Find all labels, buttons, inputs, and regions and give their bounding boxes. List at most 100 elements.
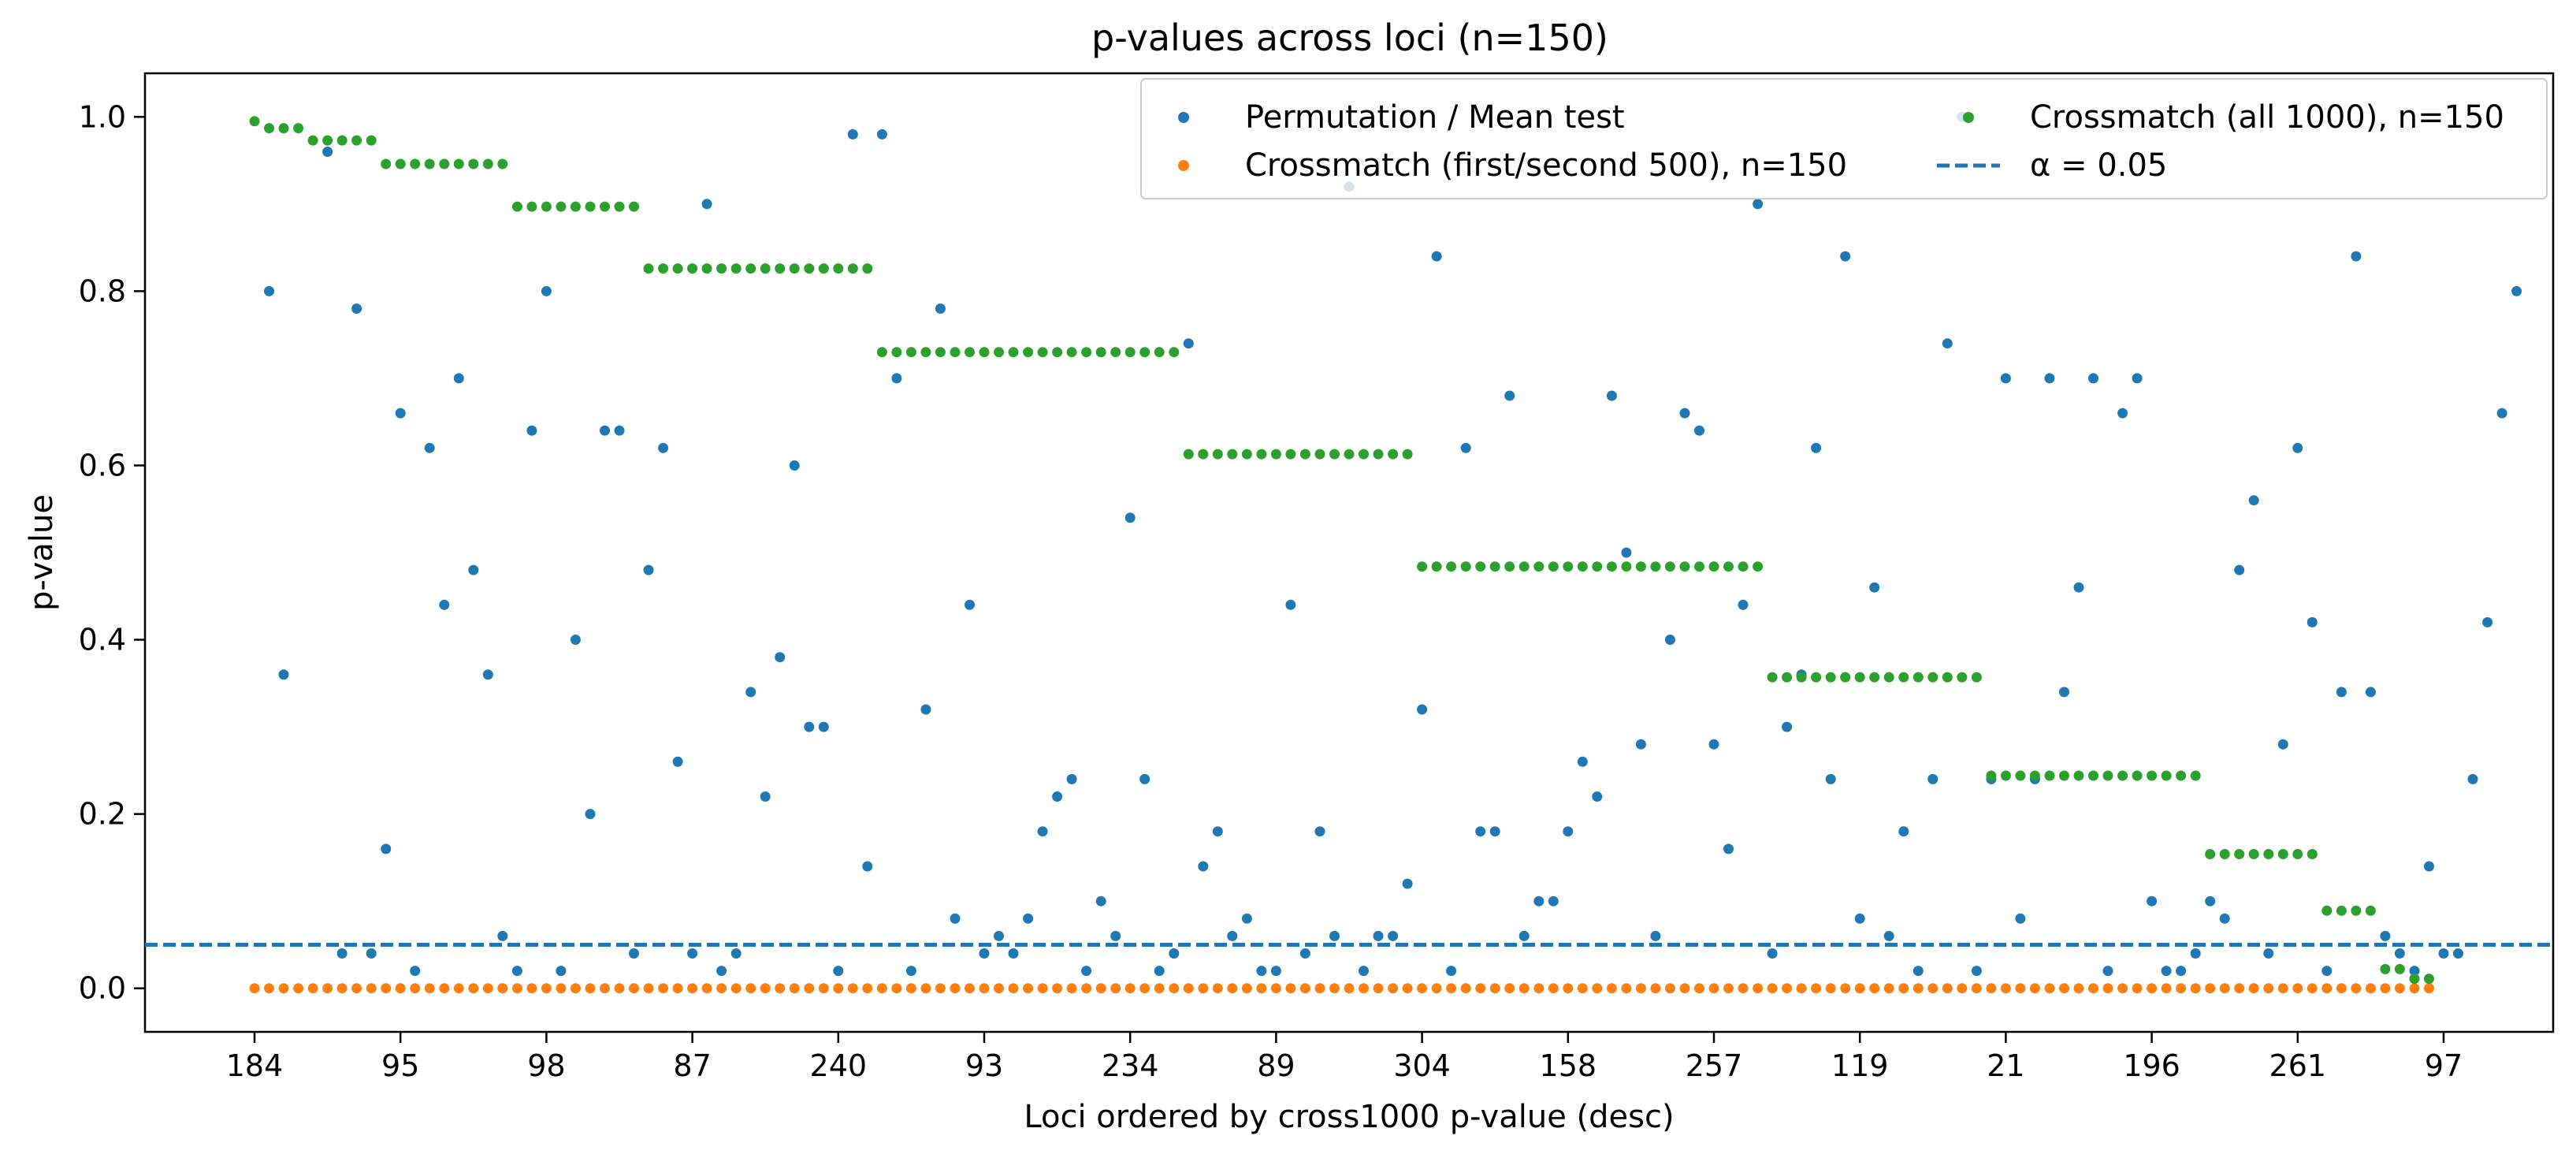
crossmatch-half-point bbox=[1621, 983, 1632, 994]
crossmatch-all-point bbox=[2205, 849, 2216, 859]
permutation-point bbox=[541, 285, 552, 296]
crossmatch-all-point bbox=[789, 263, 800, 274]
permutation-point bbox=[1942, 338, 1953, 349]
x-tick-label: 304 bbox=[1393, 1048, 1451, 1083]
permutation-point bbox=[965, 599, 975, 610]
permutation-point bbox=[1650, 930, 1661, 941]
crossmatch-all-point bbox=[1154, 347, 1165, 358]
crossmatch-half-point bbox=[395, 983, 406, 994]
permutation-point bbox=[891, 373, 902, 384]
crossmatch-half-point bbox=[862, 983, 873, 994]
x-tick-label: 119 bbox=[1831, 1048, 1889, 1083]
crossmatch-half-point bbox=[979, 983, 990, 994]
crossmatch-all-point bbox=[482, 158, 493, 169]
permutation-point bbox=[1285, 599, 1296, 610]
crossmatch-half-point bbox=[760, 983, 771, 994]
permutation-point bbox=[1679, 408, 1690, 419]
crossmatch-half-point bbox=[2321, 983, 2333, 994]
permutation-point bbox=[1373, 930, 1384, 941]
crossmatch-half-point bbox=[2292, 983, 2303, 994]
crossmatch-all-point bbox=[614, 201, 625, 212]
crossmatch-half-point bbox=[1198, 983, 1209, 994]
permutation-point bbox=[570, 635, 581, 645]
crossmatch-half-point bbox=[2059, 983, 2069, 994]
permutation-point bbox=[2409, 966, 2420, 977]
permutation-point bbox=[1782, 721, 1793, 732]
crossmatch-half-point bbox=[2234, 983, 2245, 994]
permutation-point bbox=[789, 460, 800, 471]
permutation-point bbox=[1563, 826, 1574, 837]
crossmatch-half-point bbox=[526, 983, 537, 994]
permutation-point bbox=[482, 669, 493, 680]
crossmatch-half-point bbox=[541, 983, 552, 994]
crossmatch-half-point bbox=[1518, 983, 1530, 994]
permutation-point bbox=[1154, 966, 1165, 977]
crossmatch-all-point bbox=[1738, 561, 1749, 572]
crossmatch-all-point bbox=[366, 135, 377, 146]
permutation-point bbox=[497, 930, 508, 941]
crossmatch-all-point bbox=[468, 158, 479, 169]
crossmatch-half-point bbox=[322, 983, 333, 994]
crossmatch-half-point bbox=[1256, 983, 1267, 994]
permutation-point bbox=[979, 948, 990, 959]
crossmatch-all-point bbox=[264, 123, 274, 134]
crossmatch-half-point bbox=[687, 983, 698, 994]
crossmatch-half-point bbox=[410, 983, 421, 994]
crossmatch-half-point bbox=[716, 983, 727, 994]
crossmatch-half-point bbox=[1489, 983, 1500, 994]
crossmatch-all-point bbox=[511, 201, 522, 212]
permutation-point bbox=[672, 756, 683, 767]
crossmatch-all-point bbox=[2277, 849, 2288, 859]
crossmatch-half-point bbox=[1533, 983, 1544, 994]
permutation-point bbox=[1037, 826, 1048, 837]
crossmatch-half-point bbox=[468, 983, 479, 994]
crossmatch-all-point bbox=[965, 347, 975, 358]
permutation-point bbox=[424, 442, 435, 453]
crossmatch-half-point bbox=[1285, 983, 1296, 994]
crossmatch-all-point bbox=[891, 347, 902, 358]
permutation-point bbox=[2321, 966, 2333, 977]
crossmatch-half-point bbox=[1854, 983, 1865, 994]
permutation-point bbox=[2088, 373, 2098, 384]
y-tick-label: 0.4 bbox=[79, 623, 126, 657]
crossmatch-all-point bbox=[905, 347, 916, 358]
permutation-point bbox=[1971, 966, 1982, 977]
crossmatch-half-point bbox=[1241, 983, 1252, 994]
permutation-point bbox=[439, 599, 450, 610]
permutation-point bbox=[1753, 199, 1764, 210]
permutation-point bbox=[585, 809, 596, 820]
permutation-point bbox=[336, 948, 348, 959]
crossmatch-all-point bbox=[2409, 974, 2420, 985]
crossmatch-half-point bbox=[264, 983, 274, 994]
crossmatch-half-point bbox=[2277, 983, 2288, 994]
permutation-point bbox=[2000, 373, 2011, 384]
crossmatch-all-point bbox=[307, 135, 318, 146]
crossmatch-half-point bbox=[905, 983, 916, 994]
permutation-point bbox=[1066, 773, 1077, 784]
permutation-point bbox=[526, 425, 537, 436]
crossmatch-half-point bbox=[381, 983, 392, 994]
crossmatch-all-point bbox=[1927, 672, 1939, 683]
crossmatch-all-point bbox=[1883, 672, 1894, 683]
crossmatch-half-point bbox=[1154, 983, 1165, 994]
crossmatch-half-point bbox=[2088, 983, 2098, 994]
y-tick-label: 0.2 bbox=[79, 797, 126, 832]
crossmatch-all-point bbox=[453, 158, 464, 169]
crossmatch-all-point bbox=[1475, 561, 1486, 572]
crossmatch-all-point bbox=[1563, 561, 1574, 572]
crossmatch-half-point bbox=[2044, 983, 2055, 994]
permutation-point bbox=[2307, 616, 2318, 627]
permutation-point bbox=[1475, 826, 1486, 837]
crossmatch-half-point bbox=[1139, 983, 1150, 994]
crossmatch-all-point bbox=[1753, 561, 1764, 572]
permutation-point bbox=[1256, 966, 1267, 977]
crossmatch-all-point bbox=[1299, 449, 1310, 460]
crossmatch-all-point bbox=[1533, 561, 1544, 572]
crossmatch-all-point bbox=[497, 158, 508, 169]
permutation-point bbox=[1081, 966, 1092, 977]
crossmatch-all-point bbox=[1548, 561, 1559, 572]
permutation-point bbox=[1767, 948, 1778, 959]
crossmatch-all-point bbox=[1402, 449, 1413, 460]
crossmatch-half-point bbox=[1723, 983, 1734, 994]
crossmatch-all-point bbox=[424, 158, 435, 169]
